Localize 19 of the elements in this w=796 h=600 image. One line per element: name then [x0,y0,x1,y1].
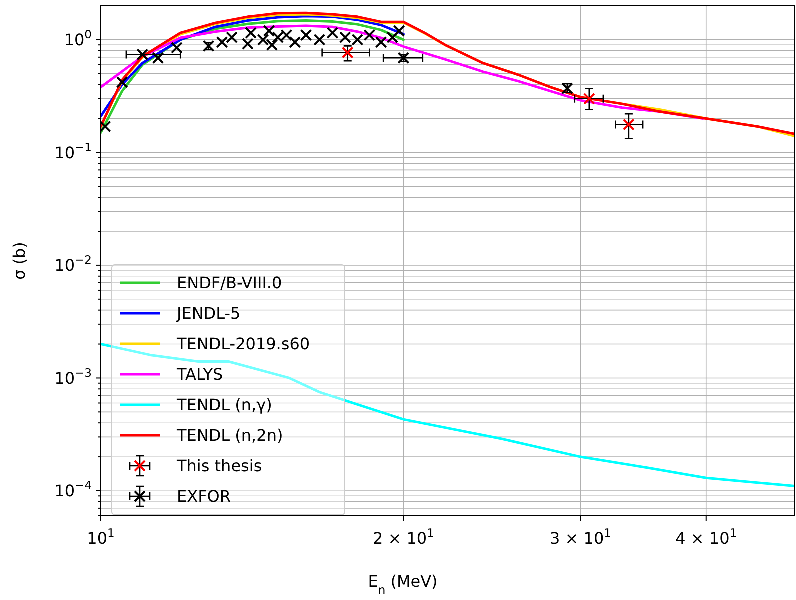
x-axis-title: E$_{n}$ (MeV) [368,572,438,597]
legend-label: EXFOR [177,487,231,506]
y-tick-label: 10$^{−2}$ [54,253,92,276]
legend-label: TENDL-2019.s60 [176,334,310,354]
x-tick-label: 3 × 10$^{1}$ [550,526,612,548]
legend-label: TENDL (n,γ) [176,396,272,415]
legend-label: TALYS [176,365,224,384]
x-tick-label: 10$^{1}$ [87,526,115,548]
legend-label: TENDL (n,2n) [176,426,284,446]
y-tick-label: 10$^{−1}$ [54,140,92,162]
legend-label: JENDL-5 [176,304,241,324]
x-tick-label: 2 × 10$^{1}$ [372,526,434,548]
y-axis-title: σ (b) [10,242,29,280]
legend-label: This thesis [176,456,262,476]
legend-label: ENDF/B-VIII.0 [177,274,282,293]
y-tick-label: 10$^{0}$ [64,28,92,50]
x-tick-label: 4 × 10$^{1}$ [676,526,738,548]
y-tick-label: 10$^{−4}$ [54,478,92,501]
y-tick-label: 10$^{−3}$ [54,366,92,388]
